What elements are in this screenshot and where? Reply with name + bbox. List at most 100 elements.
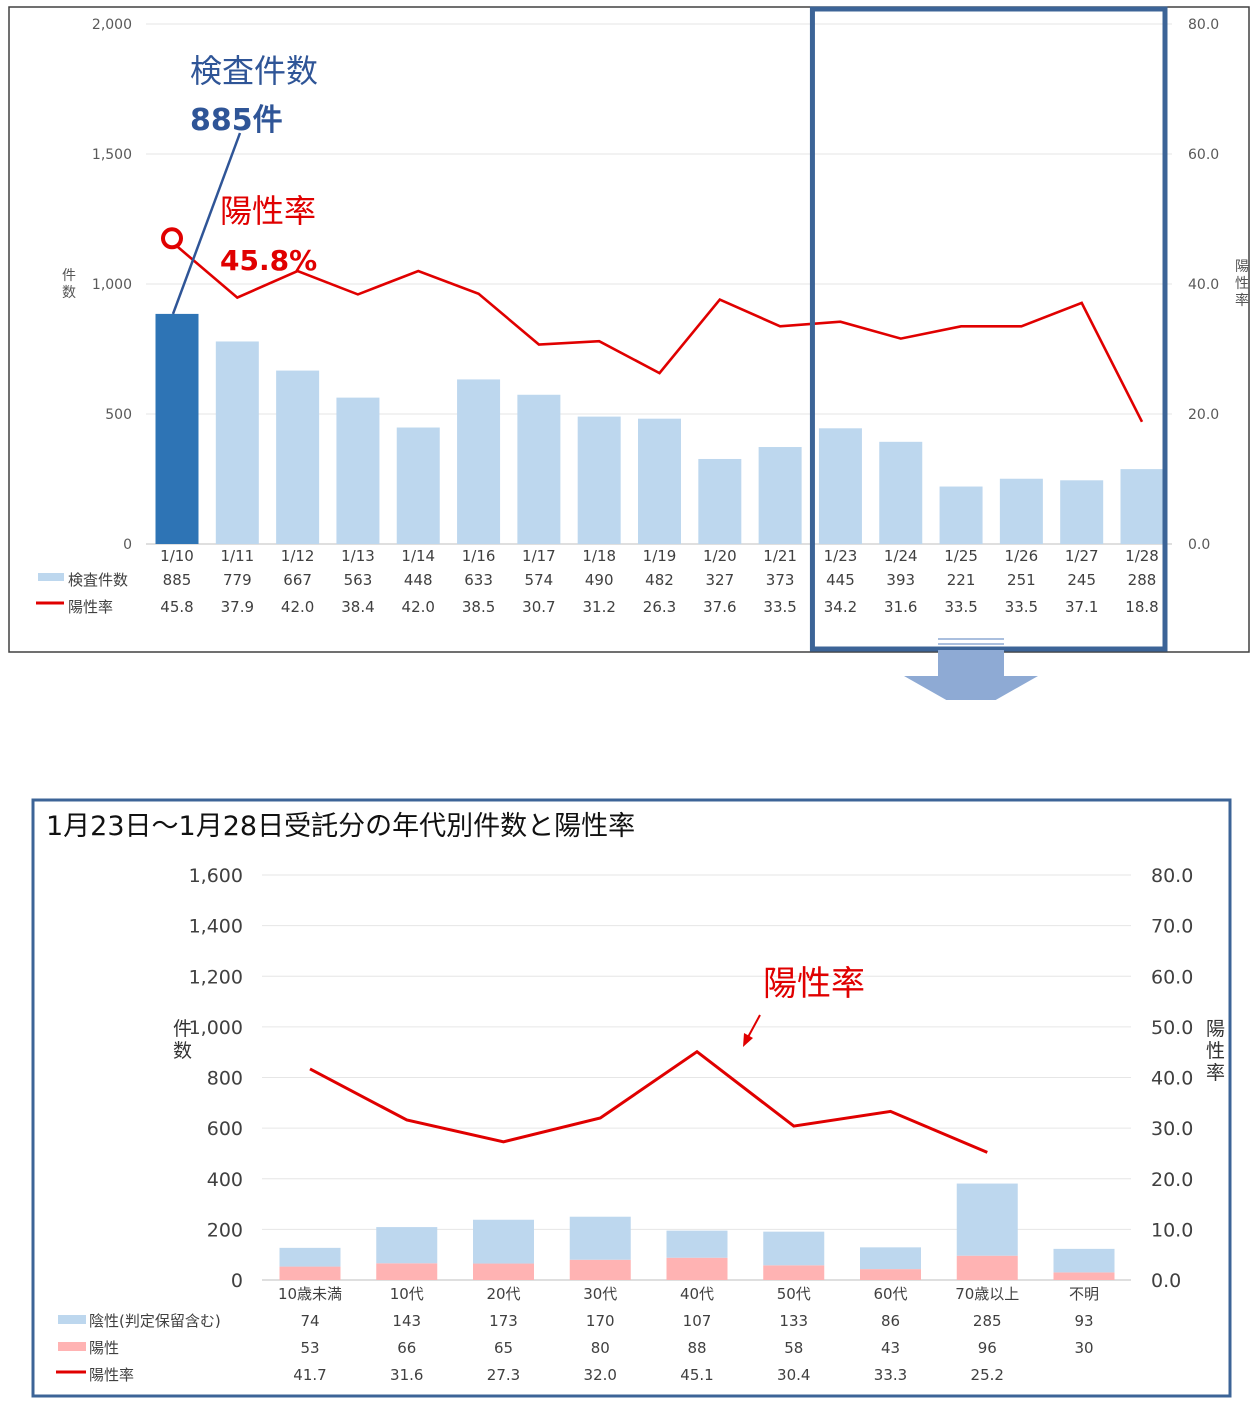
table-rate-cell: 25.2: [971, 1366, 1004, 1384]
bar-negative: [666, 1230, 728, 1258]
bar-positive: [860, 1269, 921, 1280]
x-tick-label: 1/19: [643, 547, 677, 565]
table-negative-cell: 93: [1074, 1312, 1093, 1330]
count-annotation-value: 885件: [190, 103, 283, 138]
table-negative-cell: 107: [683, 1312, 712, 1330]
bar-positive: [569, 1259, 631, 1280]
table-positive-cell: 80: [591, 1339, 610, 1357]
y2-tick-label: 60.0: [1151, 966, 1193, 988]
table-count-cell: 373: [766, 571, 795, 589]
x-tick-label: 20代: [486, 1285, 520, 1303]
table-rate-cell: 41.7: [293, 1366, 326, 1384]
y-tick-label: 0: [231, 1270, 243, 1292]
table-count-cell: 563: [344, 571, 373, 589]
table-rate-cell: 31.2: [582, 598, 615, 616]
bar-positive: [279, 1266, 341, 1280]
legend-negative-swatch: [58, 1315, 86, 1324]
table-rate-cell: 45.8: [160, 598, 193, 616]
x-tick-label: 1/27: [1065, 547, 1099, 565]
y-tick-label: 500: [105, 407, 132, 423]
table-rate-cell: 26.3: [643, 598, 676, 616]
range-highlight-box: [809, 6, 1168, 652]
down-arrow: [904, 638, 1038, 700]
table-rate-cell: 37.1: [1065, 598, 1098, 616]
table-count-cell: 779: [223, 571, 252, 589]
table-count-cell: 482: [645, 571, 674, 589]
bar-negative: [569, 1216, 631, 1260]
x-tick-label: 1/25: [944, 547, 978, 565]
table-rate-cell: 30.4: [777, 1366, 810, 1384]
bar: [517, 394, 561, 544]
left-axis-label-2: 件数: [173, 1018, 192, 1062]
table-count-cell: 490: [585, 571, 614, 589]
legend-line-label: 陽性率: [68, 598, 113, 616]
table-rate-cell: 33.5: [1005, 598, 1038, 616]
bar: [939, 486, 983, 544]
x-tick-label: 40代: [680, 1285, 714, 1303]
age-positivity-rate-line: [309, 1049, 988, 1154]
table-count-cell: 574: [525, 571, 554, 589]
x-tick-label: 30代: [583, 1285, 617, 1303]
x-tick-label: 1/20: [703, 547, 737, 565]
bar: [999, 478, 1043, 544]
table-positive-cell: 58: [784, 1339, 803, 1357]
x-tick-label: 1/24: [884, 547, 918, 565]
y-tick-label: 1,200: [189, 966, 243, 988]
bar-negative: [763, 1231, 825, 1266]
table-negative-cell: 86: [881, 1312, 900, 1330]
table-count-cell: 245: [1067, 571, 1096, 589]
table-negative-cell: 170: [586, 1312, 615, 1330]
table-rate-cell: 38.4: [341, 598, 374, 616]
table-negative-cell: 173: [489, 1312, 518, 1330]
table-positive-cell: 66: [397, 1339, 416, 1357]
bar: [336, 397, 380, 544]
rate-annotation-value: 45.8%: [220, 244, 317, 277]
y2-tick-label: 30.0: [1151, 1118, 1193, 1140]
bar: [215, 341, 259, 544]
table-count-cell: 251: [1007, 571, 1036, 589]
table-count-cell: 633: [464, 571, 493, 589]
y-tick-label: 2,000: [92, 17, 132, 33]
table-rate-cell: 27.3: [487, 1366, 520, 1384]
x-tick-label: 1/13: [341, 547, 375, 565]
table-rate-cell: 31.6: [390, 1366, 423, 1384]
y2-tick-label: 10.0: [1151, 1219, 1193, 1241]
table-rate-cell: 37.6: [703, 598, 736, 616]
highlight-point-marker: [161, 227, 183, 250]
bar-positive: [956, 1255, 1018, 1280]
x-tick-label: 1/14: [401, 547, 435, 565]
bar: [638, 418, 681, 544]
y-tick-label: 200: [207, 1219, 243, 1241]
legend-negative-label: 陰性(判定保留含む): [89, 1312, 221, 1330]
table-rate-cell: 37.9: [221, 598, 254, 616]
bar-negative: [956, 1183, 1018, 1256]
y-tick-label: 1,400: [189, 916, 243, 938]
table-rate-cell: 42.0: [402, 598, 435, 616]
table-count-cell: 393: [886, 571, 915, 589]
count-annotation-pointer: [171, 132, 242, 315]
bar-positive: [473, 1263, 534, 1280]
positivity-rate-line: [176, 245, 1144, 423]
table-count-cell: 885: [163, 571, 192, 589]
legend-line-label: 陽性率: [89, 1366, 134, 1384]
x-tick-label: 1/17: [522, 547, 556, 565]
legend-positive-swatch: [58, 1342, 86, 1351]
table-rate-cell: 33.5: [944, 598, 977, 616]
chart2-title: 1月23日～1月28日受託分の年代別件数と陽性率: [46, 811, 635, 842]
y-tick-label: 1,500: [92, 147, 132, 163]
count-annotation-title: 検査件数: [190, 52, 318, 90]
right-axis-label: 陽性率: [1235, 259, 1249, 309]
x-tick-label: 1/11: [220, 547, 254, 565]
x-tick-label: 1/28: [1125, 547, 1159, 565]
legend-bar-label: 検査件数: [68, 571, 128, 589]
bar-negative: [1053, 1248, 1115, 1273]
y2-tick-label: 20.0: [1151, 1169, 1193, 1191]
table-rate-cell: 42.0: [281, 598, 314, 616]
table-negative-cell: 285: [973, 1312, 1002, 1330]
bar-positive: [1053, 1272, 1115, 1280]
table-rate-cell: 18.8: [1125, 598, 1158, 616]
legend-bar-swatch: [38, 573, 64, 581]
y2-tick-label: 20.0: [1188, 407, 1219, 423]
y2-tick-label: 50.0: [1151, 1017, 1193, 1039]
